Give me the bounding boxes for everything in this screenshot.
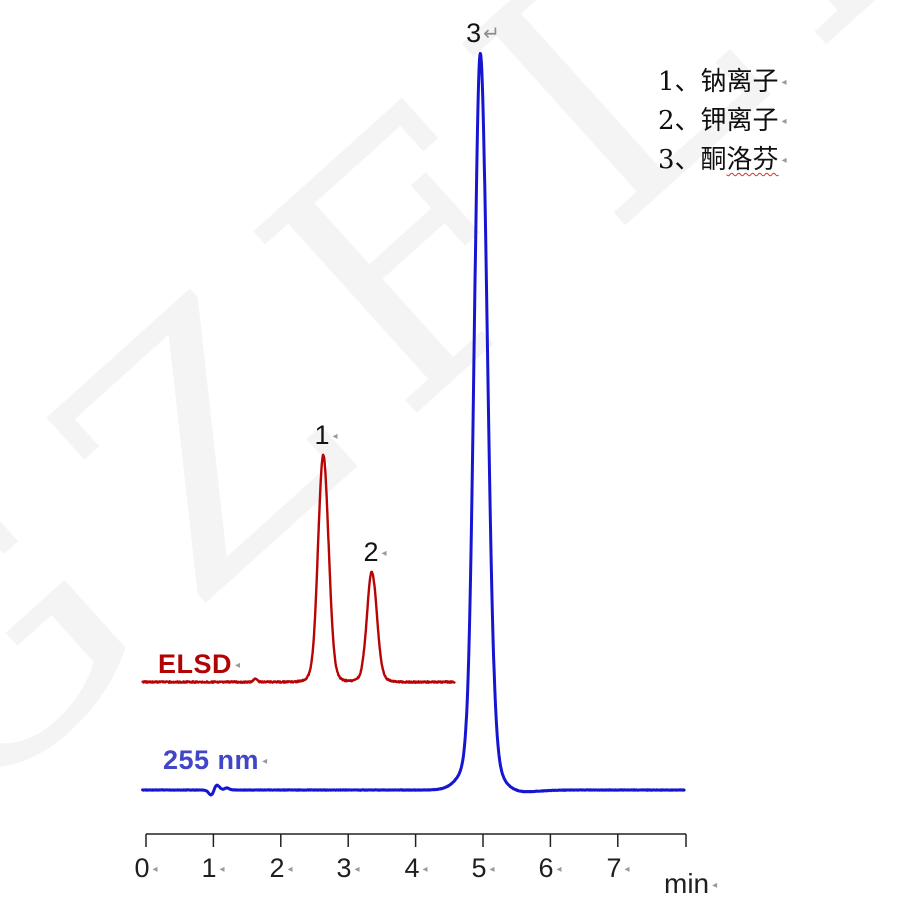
format-mark: ◂	[152, 864, 158, 875]
format-mark: ◂	[422, 864, 428, 875]
peak-number: 3	[466, 18, 482, 48]
axis-tick-value: 0	[134, 853, 150, 883]
format-mark: ◂	[489, 864, 495, 875]
x-axis	[145, 833, 687, 847]
axis-unit-label: min ◂	[664, 868, 717, 900]
axis-tick-label: 1 ◂	[201, 854, 224, 884]
axis-tick-label: 7 ◂	[606, 854, 629, 884]
format-mark: ◂	[712, 880, 718, 891]
trace-elsd	[141, 453, 456, 684]
axis-tick-value: 4	[404, 853, 420, 883]
format-mark: ◂	[781, 77, 787, 88]
axis-tick-label: 5 ◂	[471, 854, 494, 884]
format-mark: ◂	[287, 864, 293, 875]
axis-tick-value: 1	[201, 853, 217, 883]
elsd-trace-label: ELSD ◂	[158, 649, 241, 680]
format-mark: ◂	[354, 864, 360, 875]
legend-item: 1、钠离子 ◂	[658, 63, 787, 102]
peak-label-3: 3 ↵	[466, 17, 500, 50]
legend-item-text: 1、钠离子	[658, 67, 779, 97]
format-mark: ◂	[556, 864, 562, 875]
peak-label-1: 1 ◂	[314, 419, 337, 453]
axis-tick-value: 5	[471, 853, 487, 883]
axis-tick-label: 6 ◂	[538, 854, 561, 884]
format-mark: ◂	[381, 548, 387, 559]
legend: 1、钠离子 ◂ 2、钾离子 ◂ 3、酮洛芬 ◂	[658, 63, 787, 180]
axis-tick-label: 3 ◂	[336, 854, 359, 884]
axis-tick-label: 2 ◂	[269, 854, 292, 884]
legend-item-text: 3、酮	[658, 145, 727, 175]
legend-item: 3、酮洛芬 ◂	[658, 141, 787, 180]
format-mark: ◂	[262, 756, 268, 767]
paragraph-mark: ↵	[483, 23, 500, 45]
legend-item: 2、钾离子 ◂	[658, 102, 787, 141]
legend-item-text: 2、钾离子	[658, 106, 779, 136]
format-mark: ◂	[781, 116, 787, 127]
axis-unit-text: min	[664, 868, 710, 899]
axis-tick-value: 7	[606, 853, 622, 883]
axis-tick-value: 3	[336, 853, 352, 883]
format-mark: ◂	[219, 864, 225, 875]
trace-uv	[141, 51, 686, 797]
peak-number: 1	[314, 420, 330, 450]
axis-tick-value: 6	[538, 853, 554, 883]
uv-trace-label: 255 nm ◂	[163, 745, 268, 776]
elsd-trace-label-text: ELSD	[158, 649, 233, 679]
axis-tick-value: 2	[269, 853, 285, 883]
axis-tick-label: 0 ◂	[134, 854, 157, 884]
peak-label-2: 2 ◂	[363, 536, 386, 570]
format-mark: ◂	[781, 155, 787, 166]
peak-number: 2	[363, 537, 379, 567]
uv-trace-label-text: 255 nm	[163, 745, 260, 775]
legend-item-misspelled-text: 洛芬	[726, 145, 779, 175]
format-mark: ◂	[235, 660, 241, 671]
format-mark: ◂	[624, 864, 630, 875]
format-mark: ◂	[332, 431, 338, 442]
axis-tick-label: 4 ◂	[404, 854, 427, 884]
